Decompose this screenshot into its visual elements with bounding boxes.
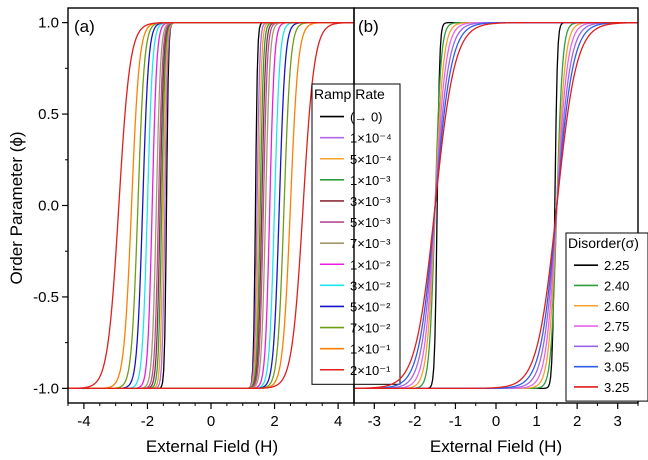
y-tick-label: 0.0 [38,198,59,215]
curve-down-branch-4 [68,21,354,390]
curve-down-branch-7 [68,21,354,390]
curve-down-branch-2 [68,21,354,390]
legend-box [311,83,401,385]
legend-entry: 1×10⁻² [350,257,391,272]
curve-up-branch-11 [68,21,354,390]
curve-up-branch-5 [68,21,354,390]
legend-title: Ramp Rate [314,86,385,102]
y-tick-label: -1.0 [33,380,59,397]
legend-entry: 7×10⁻² [350,321,391,336]
curve-up-branch-12 [68,21,354,390]
curve-up-branch-7 [68,21,354,390]
legend-entry: 2.90 [604,339,629,354]
panel-a-label: (a) [74,17,95,36]
curve-down-branch-3 [68,21,354,390]
curve-up-branch-7 [354,22,639,390]
x-tick-label: -2 [141,413,154,430]
legend-entry: 1×10⁻⁴ [350,131,392,146]
curve-down-branch-13 [67,21,354,389]
legend-entry: 2×10⁻¹ [350,363,391,378]
curve-up-branch-8 [68,21,354,390]
x-tick-label: -1 [449,413,462,430]
curve-down-branch-8 [68,21,354,390]
curve-down-branch-1 [68,21,354,390]
curve-up-branch-1 [68,21,354,390]
curve-down-branch-7 [353,21,638,389]
curve-up-branch-3 [68,21,354,390]
legend-entry: 7×10⁻³ [350,236,391,251]
y-axis-title: Order Parameter (ϕ) [7,131,26,284]
curve-up-branch-13 [68,22,355,390]
y-tick-label: -0.5 [33,289,59,306]
x-tick-label: -2 [408,413,421,430]
y-tick-label: 0.5 [38,106,59,123]
legend-entry: 2.25 [604,258,629,273]
x-tick-label: 3 [614,413,622,430]
x-tick-label: 4 [334,413,342,430]
x-axis-title-b: External Field (H) [430,437,562,456]
curve-down-branch-10 [68,21,354,390]
legend-entry: 1×10⁻³ [350,173,391,188]
x-tick-label: 1 [532,413,540,430]
panel-b-label: (b) [358,17,379,36]
x-tick-label: -4 [77,413,90,430]
legend-entry: 1×10⁻¹ [350,342,391,357]
curve-down-branch-6 [68,21,354,390]
legend-entry: 5×10⁻² [350,299,391,314]
legend-box [565,232,648,402]
legend-entry: 3×10⁻³ [350,194,391,209]
panel-a: -4 -2 0 2 4 -1.0 -0.5 0.0 0.5 1.0 Ramp Rate (→ 0) 1×… [33,7,401,430]
legend-entry: 3.25 [604,380,629,395]
curve-down-branch-12 [68,21,354,390]
legend-entry: (→ 0) [350,110,383,125]
curve-up-branch-4 [68,21,354,390]
curve-up-branch-9 [68,21,354,390]
legend-entry: 5×10⁻³ [350,215,391,230]
legend-entry: 2.75 [604,319,629,334]
legend: Disorder(σ) 2.25 2.40 2.60 2.75 2.90 3.05 3.25 [565,232,648,402]
legend-entry: 3×10⁻² [350,278,391,293]
legend-entry: 2.40 [604,278,629,293]
curve-up-branch-2 [68,21,354,390]
x-tick-label: 2 [573,413,581,430]
x-axis-title-a: External Field (H) [146,437,278,456]
curve-up-branch-10 [68,21,354,390]
x-tick-label: 0 [492,413,500,430]
plot-frame [67,7,355,404]
panel-b: -3 -2 -1 0 1 2 3 Disorder(σ) 2.25 2.40 2.60 2.75 2.9… [353,7,648,430]
legend-entry: 5×10⁻⁴ [350,152,392,167]
curve-down-branch-5 [68,21,354,390]
legend: Ramp Rate (→ 0) 1×10⁻⁴ 5×10⁻⁴ 1×10⁻³ 3×10⁻³ 5×… [311,83,401,385]
x-tick-label: -3 [368,413,381,430]
curve-up-branch-6 [68,21,354,390]
curve-down-branch-9 [68,21,354,390]
legend-entry: 3.05 [604,360,629,375]
legend-title: Disorder(σ) [568,235,639,251]
x-tick-label: 2 [270,413,278,430]
y-tick-label: 1.0 [38,15,59,32]
curve-down-branch-11 [68,21,354,390]
legend-entry: 2.60 [604,299,629,314]
x-tick-label: 0 [207,413,215,430]
